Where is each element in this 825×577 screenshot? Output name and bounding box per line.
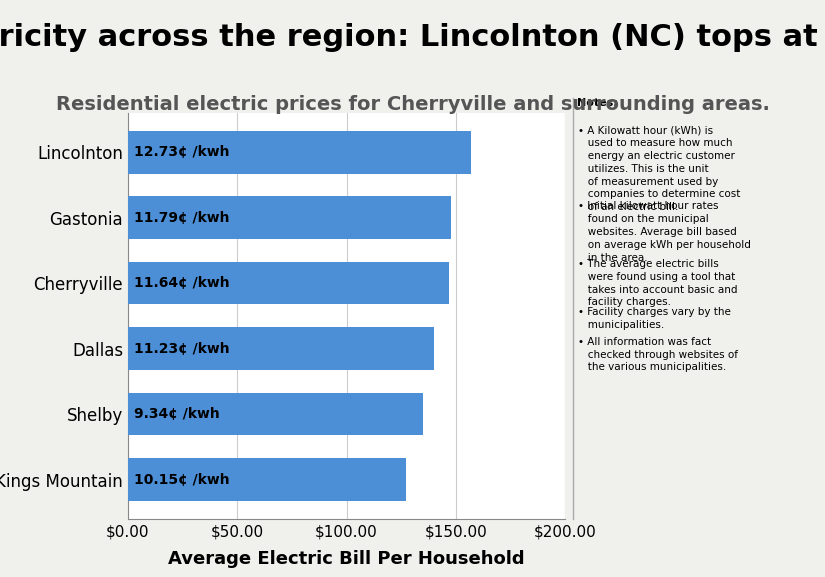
Text: 10.15¢ /kwh: 10.15¢ /kwh [134,473,230,486]
Text: 11.23¢ /kwh: 11.23¢ /kwh [134,342,230,355]
Bar [128,327,434,370]
Text: Notes:: Notes: [578,98,618,108]
Text: • A Kilowatt hour (kWh) is
   used to measure how much
   energy an electric cus: • A Kilowatt hour (kWh) is used to measu… [578,125,740,212]
Text: • All information was fact
   checked through websites of
   the various municip: • All information was fact checked throu… [578,337,738,372]
X-axis label: Average Electric Bill Per Household: Average Electric Bill Per Household [168,550,525,568]
Text: • Facility charges vary by the
   municipalities.: • Facility charges vary by the municipal… [578,307,730,330]
Bar [128,196,451,239]
Text: tricity across the region: Lincolnton (NC) tops at 12.37¢ per kilowatt h: tricity across the region: Lincolnton (N… [0,23,825,52]
Text: • The average electric bills
   were found using a tool that
   takes into accou: • The average electric bills were found … [578,259,737,308]
Bar [128,131,471,174]
Text: 11.79¢ /kwh: 11.79¢ /kwh [134,211,230,224]
Text: • Initial kilowatt hour rates
   found on the municipal
   websites. Average bil: • Initial kilowatt hour rates found on t… [578,201,751,263]
Text: 12.73¢ /kwh: 12.73¢ /kwh [134,145,230,159]
Bar [128,393,423,436]
Text: 11.64¢ /kwh: 11.64¢ /kwh [134,276,230,290]
Bar [128,458,406,501]
Text: Residential electric prices for Cherryville and surrounding areas.: Residential electric prices for Cherryvi… [55,95,770,114]
Bar [128,262,450,305]
Text: 9.34¢ /kwh: 9.34¢ /kwh [134,407,220,421]
